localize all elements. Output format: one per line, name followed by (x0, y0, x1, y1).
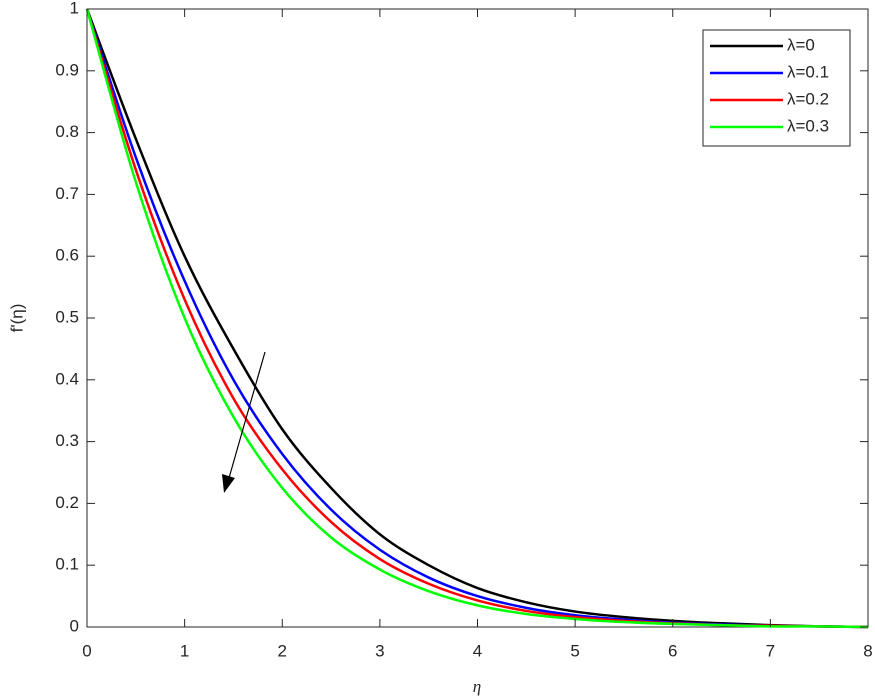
x-tick-label: 1 (180, 641, 189, 660)
x-tick-label: 2 (278, 641, 287, 660)
series-line (85, 8, 869, 629)
plot-area (85, 8, 869, 629)
annotation-arrow (228, 351, 266, 479)
x-tick-label: 7 (766, 641, 775, 660)
x-tick-label: 8 (863, 641, 872, 660)
y-tick-label: 0 (70, 616, 79, 635)
y-tick-label: 0.4 (55, 369, 79, 388)
legend-label: λ=0.2 (787, 89, 829, 108)
y-tick-label: 0.8 (55, 122, 79, 141)
y-tick-label: 0.6 (55, 246, 79, 265)
y-tick-label: 0.3 (55, 431, 79, 450)
x-tick-label: 3 (375, 641, 384, 660)
y-tick-label: 0.2 (55, 493, 79, 512)
y-tick-label: 0.7 (55, 184, 79, 203)
y-tick-label: 1 (70, 0, 79, 17)
x-tick-label: 0 (82, 641, 91, 660)
legend-label: λ=0 (787, 35, 815, 54)
y-axis-label: f'(η) (7, 304, 26, 333)
y-tick-label: 0.5 (55, 307, 79, 326)
arrow-head (222, 474, 235, 493)
x-axis-label: η (473, 677, 481, 696)
x-tick-label: 5 (570, 641, 579, 660)
y-tick-label: 0.1 (55, 555, 79, 574)
legend-label: λ=0.3 (787, 116, 829, 135)
y-tick-label: 0.9 (55, 60, 79, 79)
legend-label: λ=0.1 (787, 62, 829, 81)
x-tick-label: 4 (473, 641, 482, 660)
x-tick-label: 6 (668, 641, 677, 660)
